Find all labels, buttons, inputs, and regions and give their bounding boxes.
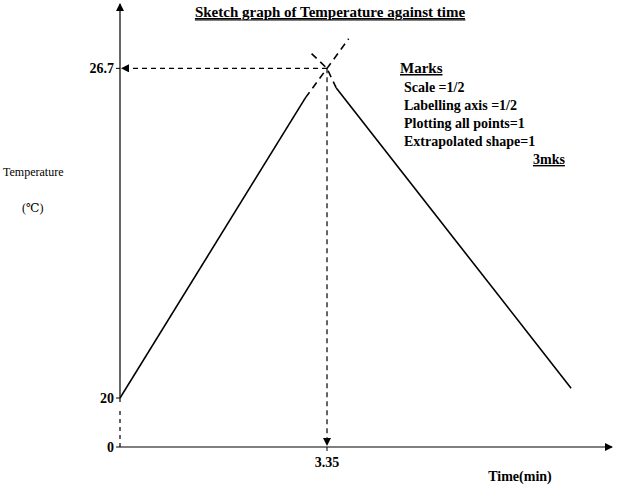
y-axis-break [119, 408, 120, 447]
marks-item: Extrapolated shape=1 [404, 134, 535, 149]
x-axis-label: Time(min) [488, 469, 552, 485]
y-tick [116, 447, 120, 448]
y-tick-label: 20 [100, 391, 114, 406]
x-tick-label: 3.35 [315, 455, 340, 470]
chart: Sketch graph of Temperature against time… [0, 0, 631, 488]
marks-heading: Marks [400, 60, 443, 76]
marks-item: Plotting all points=1 [404, 116, 525, 131]
extrapolated-line [312, 54, 337, 88]
y-axis-label: Temperature [3, 165, 63, 179]
data-line [336, 88, 571, 388]
y-axis-unit: (℃) [22, 201, 43, 215]
marks-total: 3mks [533, 152, 565, 167]
y-tick-label: 26.7 [90, 61, 115, 76]
title: Sketch graph of Temperature against time [195, 4, 465, 20]
plot-area [120, 39, 571, 398]
guide-horizontal [122, 68, 327, 69]
y-tick [116, 68, 120, 69]
marks-box: Marks Scale =1/2 Labelling axis =1/2 Plotti… [400, 60, 565, 167]
y-axis [120, 4, 121, 447]
y-tick-label: 0 [107, 440, 114, 455]
guide-vertical [326, 68, 327, 445]
data-line [120, 98, 305, 398]
x-axis-line [120, 446, 612, 447]
extrapolated-line [305, 39, 348, 98]
y-tick [116, 398, 120, 399]
title-underline [195, 20, 465, 21]
y-axis-line [119, 4, 120, 402]
marks-item: Scale =1/2 [404, 80, 464, 95]
x-tick [327, 447, 328, 451]
marks-item: Labelling axis =1/2 [404, 98, 517, 113]
